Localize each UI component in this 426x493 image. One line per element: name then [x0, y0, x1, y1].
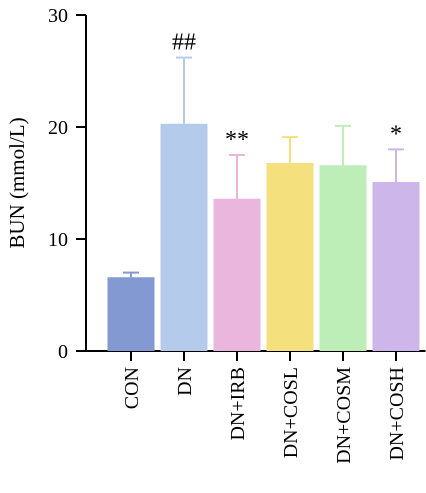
x-tick-labels: CON DN DN+IRB DN+COSL DN+COSM DN+COSH	[121, 367, 408, 464]
bar-2	[213, 199, 261, 351]
y-axis-title: BUN (mmol/L)	[5, 117, 29, 248]
x-tick-label-3: DN+COSL	[280, 367, 302, 458]
x-tick-label-5: DN+COSH	[386, 367, 408, 461]
significance-labels: ##** *	[172, 30, 402, 153]
y-tick-label-0: 0	[58, 341, 68, 363]
bar-0	[107, 278, 155, 351]
x-tick-label-1: DN	[174, 367, 196, 396]
y-tick-labels: 0 10 20 30	[48, 5, 68, 363]
y-tick-label-3: 30	[48, 5, 68, 27]
bar-5	[372, 183, 420, 351]
bar-3	[266, 163, 314, 351]
significance-label-5: *	[390, 121, 402, 147]
significance-label-1: ##	[172, 30, 196, 56]
bar-1	[160, 124, 208, 351]
y-tick-label-2: 20	[48, 117, 68, 139]
x-tick-label-0: CON	[121, 367, 143, 409]
x-tick-label-4: DN+COSM	[333, 367, 355, 464]
y-tick-label-1: 10	[48, 229, 68, 251]
significance-label-2: **	[225, 127, 249, 153]
x-tick-label-2: DN+IRB	[227, 367, 249, 441]
bars	[107, 123, 420, 351]
bar-4	[319, 166, 367, 351]
error-bars	[123, 56, 404, 279]
